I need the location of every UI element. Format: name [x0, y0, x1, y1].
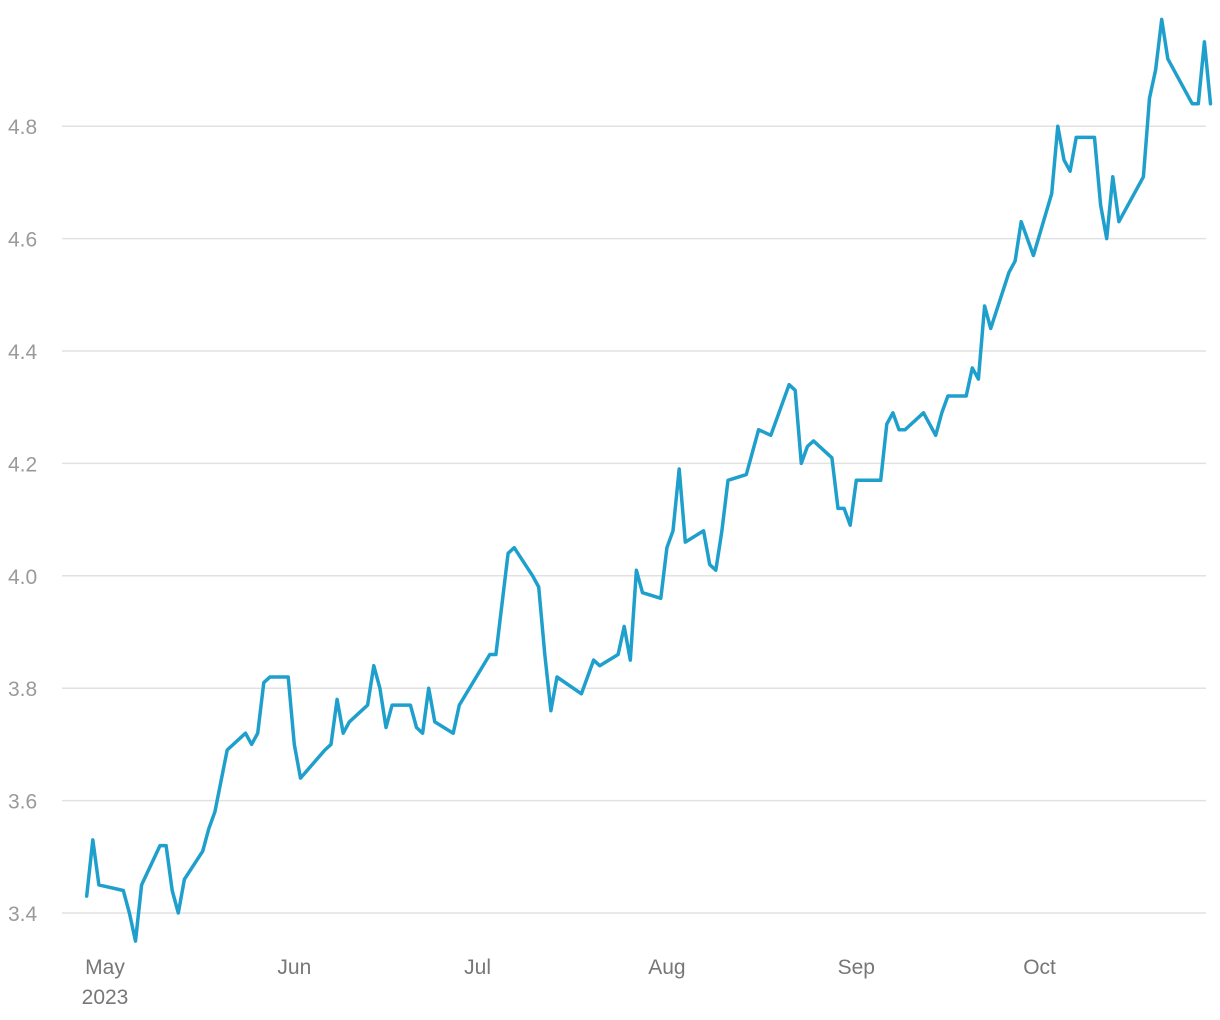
x-tick-label: Jun — [277, 956, 311, 979]
y-tick-label: 4.4 — [8, 341, 38, 364]
x-tick-sublabel: 2023 — [82, 986, 129, 1009]
y-tick-label: 4.8 — [8, 116, 37, 139]
x-axis-ticks: May 2023 Jun Jul Aug Sep Oct — [82, 956, 1056, 1009]
series-line — [84, 17, 1213, 943]
x-tick-label: Oct — [1023, 956, 1056, 979]
x-tick-label: May — [85, 956, 125, 979]
y-tick-label: 3.8 — [8, 678, 37, 701]
x-tick-label: Jul — [464, 956, 491, 979]
x-tick-label: Sep — [838, 956, 875, 979]
y-tick-label: 4.0 — [8, 566, 37, 589]
y-axis-ticks: 3.4 3.6 3.8 4.0 4.2 4.4 4.6 4.8 — [8, 116, 38, 926]
series-layer — [84, 17, 1213, 943]
y-tick-label: 3.4 — [8, 903, 38, 926]
y-tick-label: 4.2 — [8, 453, 37, 476]
y-tick-label: 3.6 — [8, 791, 37, 814]
x-tick-label: Aug — [648, 956, 685, 979]
y-tick-label: 4.6 — [8, 229, 37, 252]
gridlines — [62, 125, 1206, 914]
